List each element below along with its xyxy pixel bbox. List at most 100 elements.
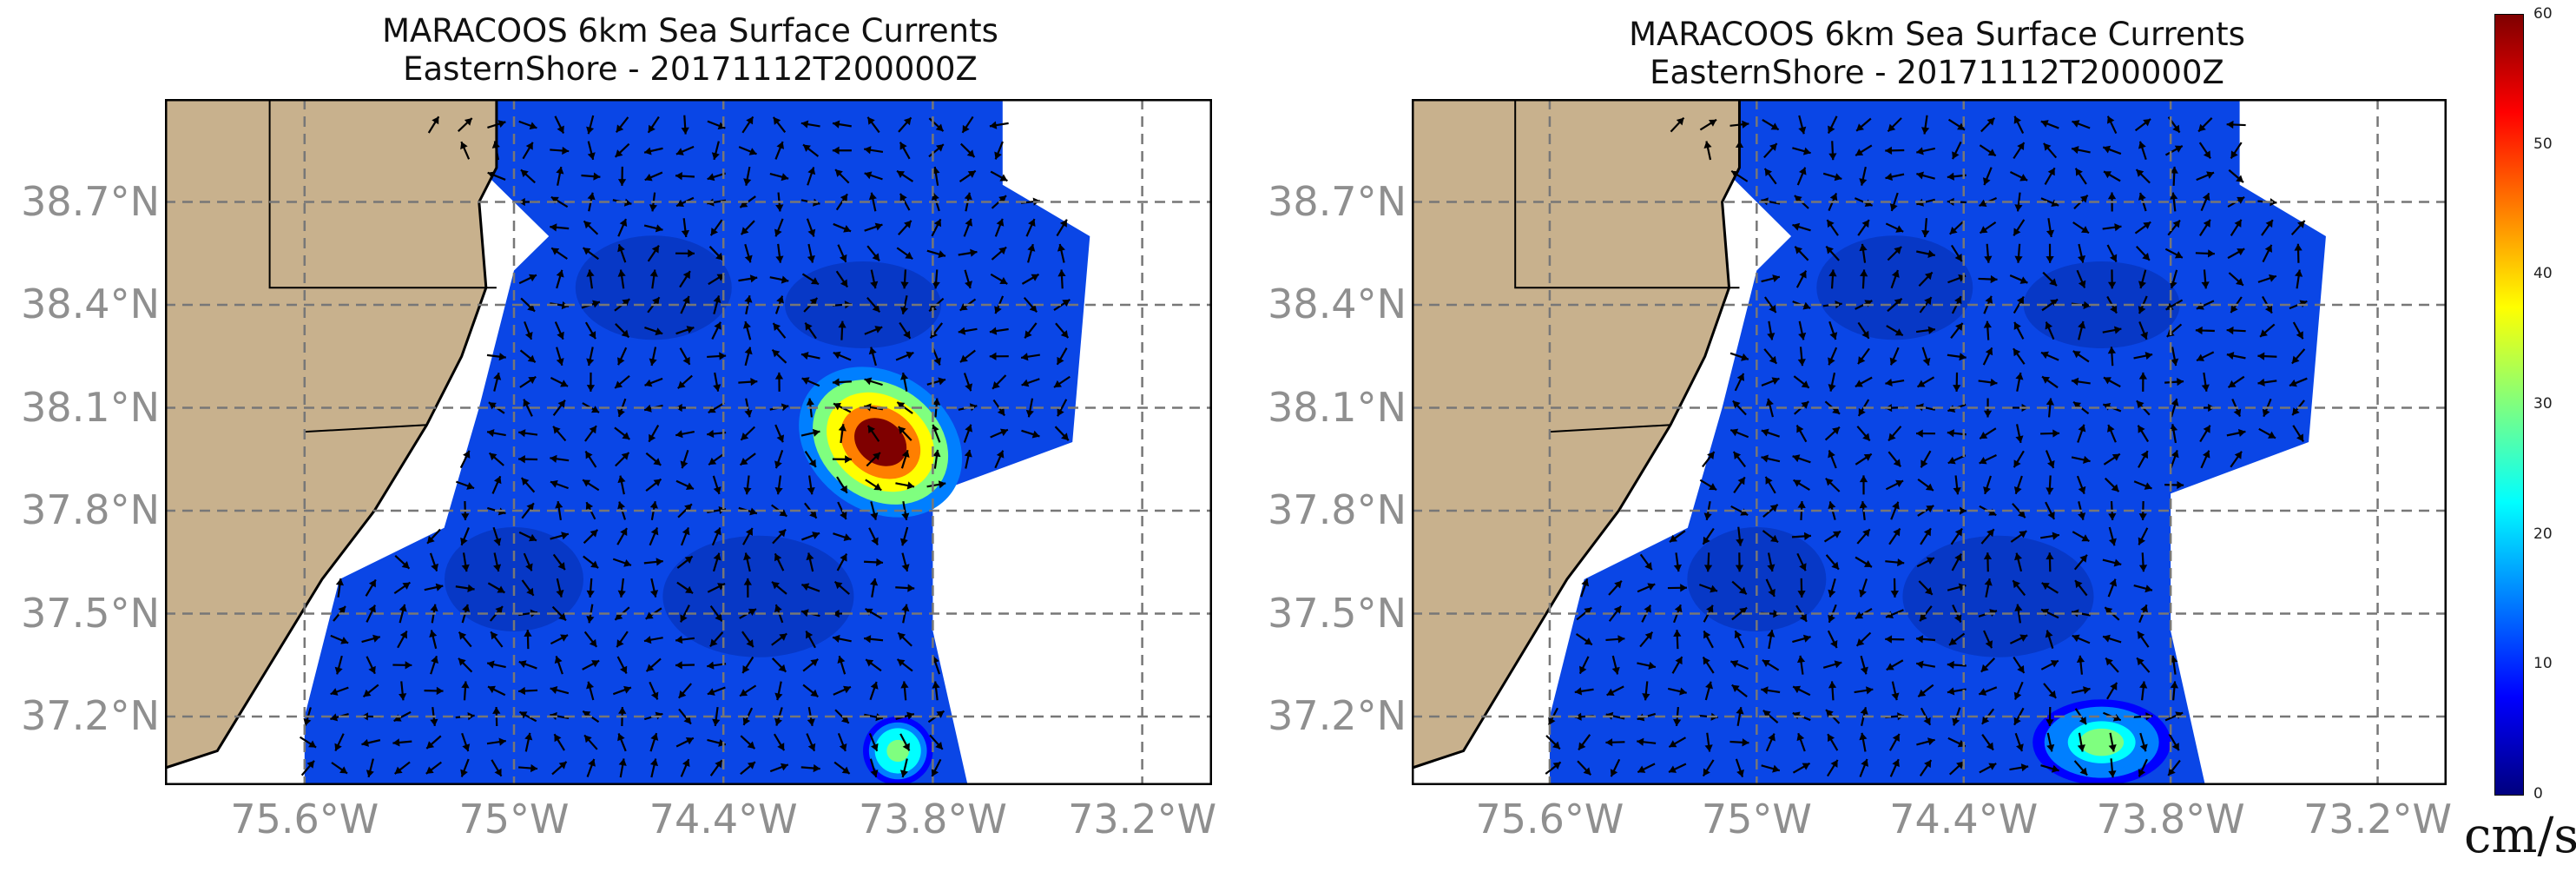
current-arrowhead (1859, 178, 1868, 186)
current-arrowhead (807, 743, 816, 751)
slow-current-eddy (1902, 535, 2094, 657)
current-arrowhead (2072, 120, 2080, 128)
colorbar-tick-label: 60 (2533, 5, 2553, 23)
current-arrowhead (839, 254, 847, 262)
current-arrowhead (1767, 630, 1776, 637)
current-arrowhead (431, 656, 438, 664)
current-arrowhead (2170, 166, 2178, 174)
current-arrowhead (1769, 305, 1776, 314)
current-arrowhead (2050, 660, 2059, 668)
current-arrowhead (1885, 635, 1893, 644)
current-arrowhead (964, 192, 972, 201)
current-arrowhead (999, 174, 1008, 182)
current-arrowhead (901, 604, 910, 612)
current-arrowhead (2143, 221, 2151, 229)
current-arrowhead (617, 590, 626, 598)
current-arrowhead (713, 384, 721, 392)
x-tick-label: 75°W (1701, 796, 1812, 842)
current-arrowhead (2078, 486, 2086, 494)
current-arrowhead (802, 144, 811, 152)
current-arrowhead (899, 193, 907, 201)
current-arrowhead (2269, 274, 2276, 282)
current-arrowhead (2014, 204, 2023, 212)
current-arrowhead (368, 579, 376, 588)
current-arrowhead (1949, 226, 1958, 235)
current-arrowhead (623, 558, 632, 567)
current-arrowhead (2265, 220, 2273, 228)
current-arrowhead (2138, 306, 2146, 314)
current-arrowhead (781, 403, 789, 412)
current-arrowhead (713, 486, 721, 494)
current-arrowhead (2236, 278, 2243, 286)
current-arrowhead (530, 763, 538, 773)
current-arrowhead (1830, 759, 1838, 768)
chart-title-right: MARACOOS 6km Sea Surface Currents Easter… (1412, 16, 2462, 92)
y-tick-label: 38.7°N (1268, 177, 1407, 225)
current-arrowhead (556, 269, 564, 278)
current-arrowhead (932, 449, 941, 458)
current-arrowhead (1730, 660, 1739, 668)
current-arrowhead (1952, 151, 1960, 160)
current-arrowhead (872, 304, 880, 313)
current-arrowhead (1855, 380, 1863, 387)
current-arrowhead (646, 664, 655, 672)
current-arrowhead (959, 354, 968, 363)
current-arrowhead (1947, 456, 1956, 465)
current-arrowhead (897, 402, 906, 410)
current-arrowhead (2072, 146, 2079, 155)
current-arrowhead (901, 564, 910, 571)
current-arrowhead (425, 766, 434, 774)
current-arrowhead (653, 479, 662, 486)
current-arrowhead (1828, 357, 1835, 366)
current-arrowhead (1856, 638, 1865, 646)
current-arrowhead (747, 762, 755, 770)
current-arrowhead (1954, 528, 1962, 537)
current-arrowhead (1706, 604, 1714, 613)
current-arrowhead (1858, 407, 1866, 416)
current-arrowhead (2071, 377, 2079, 386)
current-arrowhead (2046, 719, 2054, 726)
current-arrowhead (1947, 172, 1954, 181)
current-arrowhead (1984, 255, 1993, 263)
current-arrowhead (2046, 256, 2054, 263)
current-arrowhead (1644, 631, 1653, 640)
current-arrowhead (399, 693, 407, 701)
current-arrowhead (2268, 431, 2276, 439)
current-arrowhead (773, 116, 781, 125)
current-arrowhead (643, 636, 652, 644)
current-arrowhead (840, 553, 847, 562)
current-arrowhead (1888, 433, 1896, 441)
current-arrowhead (800, 352, 809, 360)
current-arrowhead (1890, 591, 1899, 598)
current-arrowhead (1736, 538, 1744, 546)
current-arrowhead (1885, 146, 1893, 155)
current-arrowhead (1895, 225, 1904, 233)
current-arrowhead (899, 770, 908, 777)
current-arrowhead (2138, 565, 2148, 572)
current-arrowhead (2040, 120, 2049, 128)
current-arrowhead (1679, 687, 1687, 696)
current-arrowhead (899, 142, 907, 150)
current-arrowhead (744, 254, 753, 263)
current-arrowhead (1644, 604, 1651, 613)
current-arrowhead (808, 459, 816, 467)
current-arrowhead (554, 656, 563, 664)
current-arrowhead (900, 681, 909, 689)
current-arrowhead (2114, 223, 2122, 232)
current-arrowhead (649, 358, 657, 367)
current-arrowhead (897, 659, 906, 667)
current-arrowhead (1828, 125, 1835, 134)
current-arrowhead (2075, 580, 2083, 589)
current-arrowhead (621, 329, 629, 338)
current-arrowhead (2138, 192, 2146, 201)
current-arrowhead (550, 479, 558, 488)
current-arrowhead (745, 528, 753, 536)
current-arrowhead (1741, 353, 1749, 361)
current-arrowhead (2014, 552, 2022, 561)
y-tick-label: 38.4°N (1268, 281, 1407, 327)
current-arrowhead (938, 250, 945, 259)
current-arrowhead (583, 710, 591, 718)
current-arrowhead (677, 380, 686, 389)
current-arrowhead (837, 656, 846, 664)
current-arrowhead (555, 501, 563, 509)
